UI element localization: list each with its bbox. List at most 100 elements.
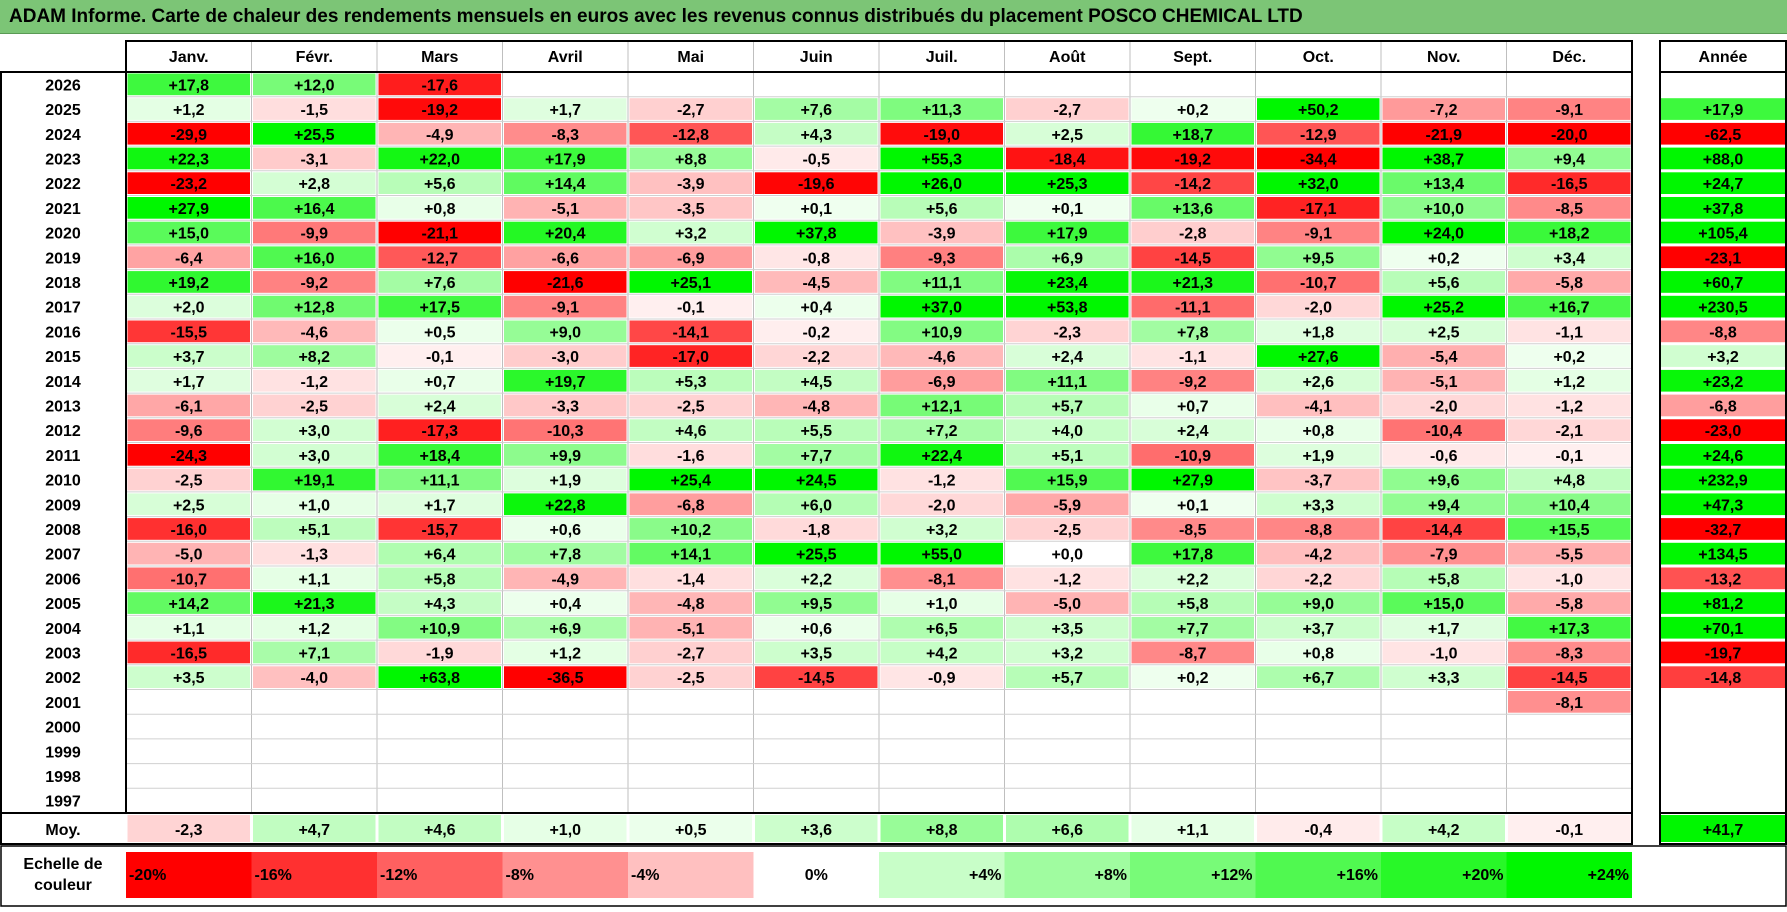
scale-label-8: +12% — [1211, 867, 1252, 884]
average-row-border — [0, 812, 1633, 845]
cell-label-2014-4: +5,3 — [675, 374, 707, 391]
cell-2022-0 — [127, 172, 250, 194]
cell-label-2008-4: +10,2 — [671, 522, 712, 539]
cell-2015-10 — [1382, 345, 1505, 367]
annual-label-2024: -62,5 — [1705, 127, 1742, 144]
cell-label-2003-4: -2,7 — [677, 645, 705, 662]
cell-2019-0 — [127, 246, 250, 269]
cell-label-2018-0: +19,2 — [169, 275, 210, 292]
cell-label-2006-9: -2,2 — [1304, 571, 1332, 588]
cell-2010-1 — [253, 468, 376, 491]
cell-2019-8 — [1131, 246, 1254, 269]
cell-2026-2 — [378, 73, 501, 96]
cell-label-2008-10: -14,4 — [1426, 522, 1463, 539]
cell-2020-3 — [504, 221, 627, 244]
cell-2013-7 — [1006, 394, 1129, 417]
cell-2008-2 — [378, 518, 501, 540]
year-label-2007: 2007 — [45, 547, 81, 564]
cell-label-2025-3: +1,7 — [549, 102, 581, 119]
cell-label-2010-5: +24,5 — [796, 473, 837, 490]
cell-label-2006-2: +5,8 — [424, 571, 456, 588]
cell-2023-11 — [1508, 147, 1631, 170]
cell-label-2017-8: -11,1 — [1175, 300, 1211, 317]
cell-2011-9 — [1257, 444, 1380, 466]
cell-1997-9 — [1257, 789, 1380, 812]
cell-2004-9 — [1257, 616, 1380, 639]
scale-label-line2: couleur — [34, 877, 92, 894]
cell-label-2011-1: +3,0 — [298, 448, 330, 465]
cell-2015-1 — [253, 345, 376, 367]
cell-label-2022-6: +26,0 — [922, 176, 963, 193]
annual-label-2012: -23,0 — [1705, 423, 1742, 440]
cell-label-2011-0: -24,3 — [171, 448, 208, 465]
cell-2016-9 — [1257, 320, 1380, 343]
cell-2000-4 — [629, 715, 752, 738]
cell-label-2016-11: -1,1 — [1555, 324, 1583, 341]
cell-2015-11 — [1508, 345, 1631, 367]
cell-1997-8 — [1131, 789, 1254, 812]
cell-label-2023-3: +17,9 — [545, 151, 586, 168]
cell-2023-7 — [1006, 147, 1129, 170]
cell-label-2004-9: +3,7 — [1302, 621, 1334, 638]
cell-2016-5 — [755, 320, 878, 343]
cell-2005-11 — [1508, 592, 1631, 614]
average-cell-7 — [1006, 815, 1129, 842]
cell-2024-7 — [1006, 122, 1129, 145]
cell-label-2025-2: -19,2 — [422, 102, 459, 119]
cell-2009-1 — [253, 493, 376, 516]
cell-label-2002-9: +6,7 — [1302, 670, 1334, 687]
cell-2024-0 — [127, 122, 250, 145]
scale-cell-10 — [1381, 852, 1507, 898]
cell-2023-2 — [378, 147, 501, 170]
cell-label-2017-10: +25,2 — [1424, 300, 1465, 317]
year-label-2019: 2019 — [45, 250, 81, 267]
annual-cell-2015 — [1661, 345, 1785, 367]
cell-2000-2 — [378, 715, 501, 738]
cell-2015-4 — [629, 345, 752, 367]
scale-cell-8 — [1130, 852, 1256, 898]
cell-2013-1 — [253, 394, 376, 417]
year-label-2014: 2014 — [45, 374, 81, 391]
cell-2012-4 — [629, 419, 752, 441]
cell-label-2019-2: -12,7 — [422, 250, 459, 267]
cell-2006-2 — [378, 567, 501, 590]
cell-2011-1 — [253, 444, 376, 466]
cell-label-2021-7: +0,1 — [1051, 201, 1083, 218]
cell-2013-4 — [629, 394, 752, 417]
cell-2014-6 — [880, 369, 1003, 392]
cell-label-2019-1: +16,0 — [294, 250, 335, 267]
cell-2007-5 — [755, 542, 878, 565]
average-cell-8 — [1131, 815, 1254, 842]
cell-label-2002-10: +3,3 — [1428, 670, 1460, 687]
cell-2022-2 — [378, 172, 501, 194]
cell-2010-11 — [1508, 468, 1631, 491]
cell-2021-0 — [127, 197, 250, 219]
cell-label-2005-0: +14,2 — [169, 596, 210, 613]
cell-label-2002-3: -36,5 — [547, 670, 584, 687]
cell-label-2009-5: +6,0 — [800, 497, 832, 514]
annual-cell-2010 — [1661, 468, 1785, 491]
cell-label-2007-9: -4,2 — [1304, 547, 1332, 564]
cell-2007-3 — [504, 542, 627, 565]
cell-label-2006-7: -1,2 — [1053, 571, 1081, 588]
cell-label-2008-0: -16,0 — [171, 522, 208, 539]
cell-2016-0 — [127, 320, 250, 343]
cell-2009-4 — [629, 493, 752, 516]
annual-cell-2011 — [1661, 444, 1785, 466]
cell-2016-6 — [880, 320, 1003, 343]
cell-2004-10 — [1382, 616, 1505, 639]
cell-label-2014-11: +1,2 — [1553, 374, 1585, 391]
cell-label-2015-2: -0,1 — [426, 349, 454, 366]
cell-label-2005-8: +5,8 — [1177, 596, 1209, 613]
cell-1999-11 — [1508, 740, 1631, 763]
cell-2014-7 — [1006, 369, 1129, 392]
cell-2013-10 — [1382, 394, 1505, 417]
average-value-0: -2,3 — [175, 822, 203, 839]
cell-2012-3 — [504, 419, 627, 441]
cell-2020-8 — [1131, 221, 1254, 244]
cell-2026-8 — [1131, 73, 1254, 96]
average-cell-9 — [1257, 815, 1380, 842]
cell-1998-11 — [1508, 765, 1631, 787]
cell-label-2012-0: -9,6 — [175, 423, 203, 440]
cell-2024-9 — [1257, 122, 1380, 145]
